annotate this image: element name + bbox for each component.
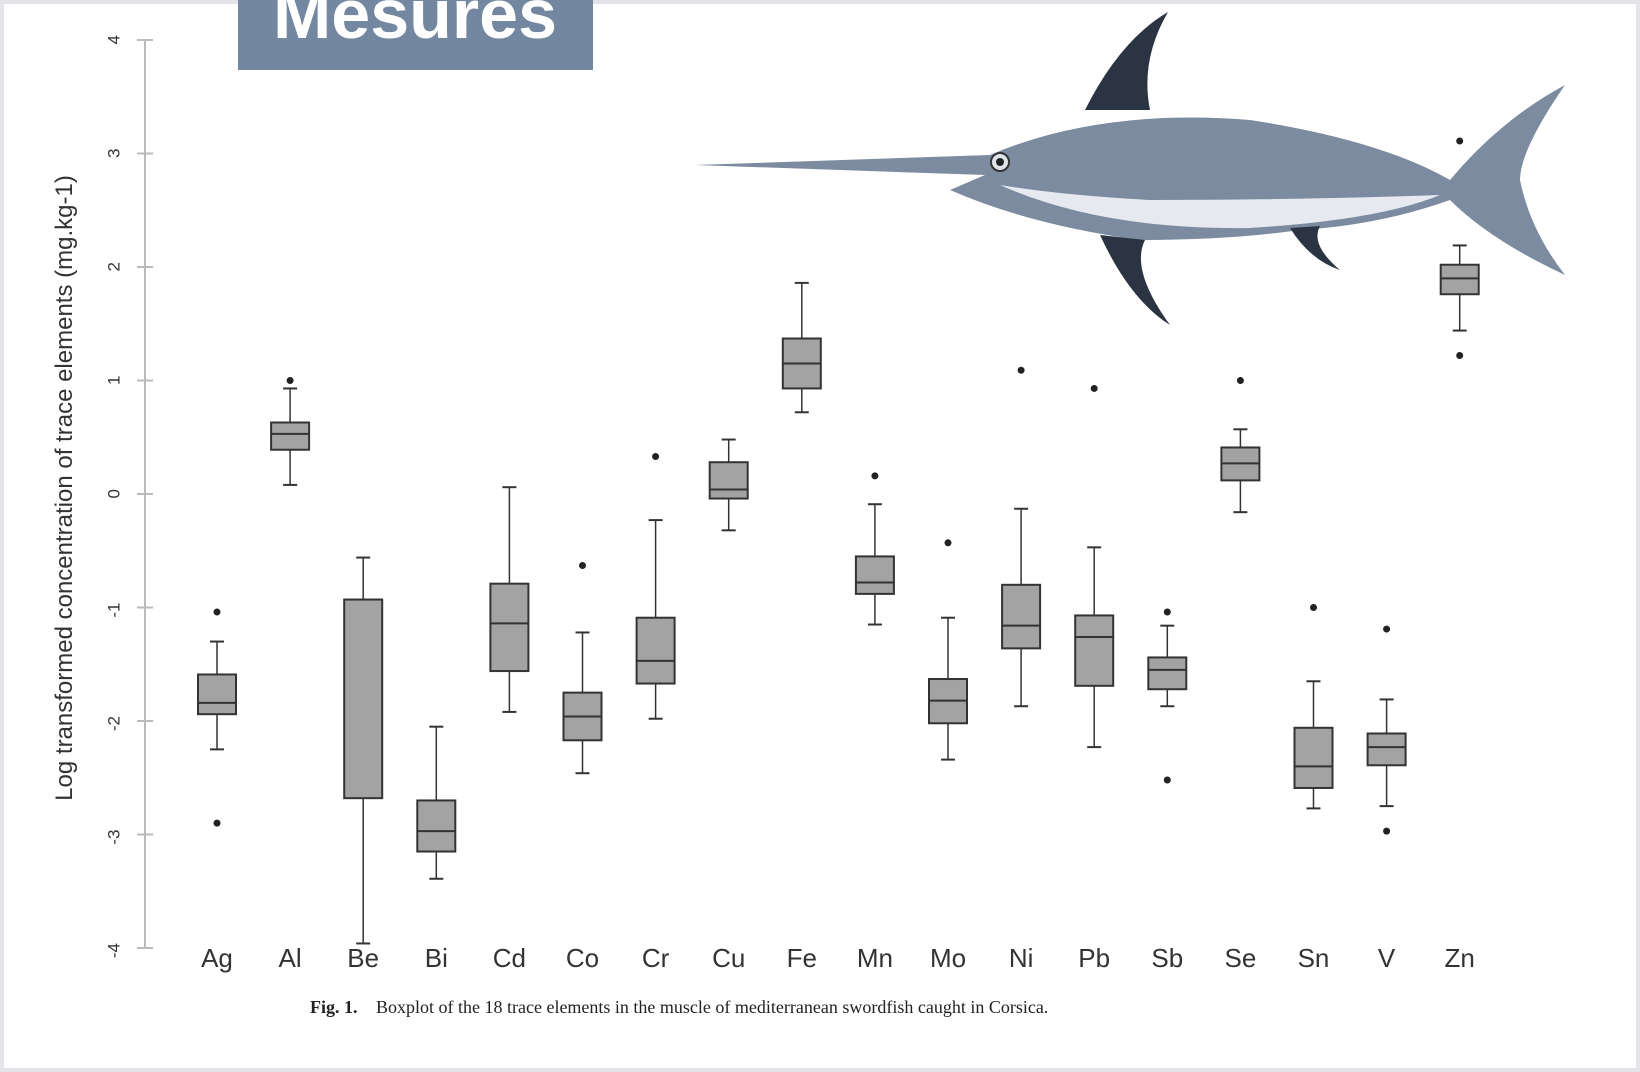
x-tick-label: Be bbox=[347, 943, 379, 973]
x-tick-label: Bi bbox=[425, 943, 448, 973]
title: Mesures bbox=[273, 0, 557, 53]
x-tick-label: Sb bbox=[1151, 943, 1183, 973]
chart: Mesures Log transformed concentration of… bbox=[0, 0, 1640, 1072]
caption: Boxplot of the 18 trace elements in the … bbox=[376, 997, 1048, 1017]
outlier bbox=[1164, 609, 1171, 616]
x-tick-label: Al bbox=[279, 943, 302, 973]
x-tick-label: Mo bbox=[930, 943, 966, 973]
x-tick-label: Pb bbox=[1078, 943, 1110, 973]
x-tick-label: Zn bbox=[1445, 943, 1475, 973]
box bbox=[417, 800, 455, 851]
x-tick-label: Cr bbox=[642, 943, 670, 973]
y-tick-label: 3 bbox=[104, 149, 123, 158]
y-tick-label: -3 bbox=[104, 830, 123, 845]
outlier bbox=[871, 472, 878, 479]
x-tick-label: Sn bbox=[1298, 943, 1330, 973]
caption-label: Fig. 1. bbox=[310, 997, 358, 1017]
box bbox=[1075, 615, 1113, 685]
x-tick-label: Cu bbox=[712, 943, 745, 973]
y-axis-label: Log transformed concentration of trace e… bbox=[51, 175, 78, 801]
box bbox=[856, 556, 894, 593]
box bbox=[1002, 585, 1040, 649]
x-tick-label: Ni bbox=[1009, 943, 1034, 973]
box bbox=[1295, 728, 1333, 788]
y-tick-label: -2 bbox=[104, 716, 123, 731]
x-tick-label: Mn bbox=[857, 943, 893, 973]
y-tick-label: 1 bbox=[104, 376, 123, 385]
outlier bbox=[1237, 377, 1244, 384]
outlier bbox=[287, 377, 294, 384]
x-tick-label: V bbox=[1378, 943, 1396, 973]
box bbox=[1368, 733, 1406, 765]
x-tick-label: Cd bbox=[493, 943, 526, 973]
box bbox=[1441, 265, 1479, 295]
outlier bbox=[945, 539, 952, 546]
box bbox=[198, 674, 236, 714]
y-tick-label: -1 bbox=[104, 603, 123, 618]
outlier bbox=[1310, 604, 1317, 611]
y-tick-label: -4 bbox=[104, 943, 123, 958]
x-tick-label: Fe bbox=[787, 943, 817, 973]
box bbox=[344, 600, 382, 799]
outlier bbox=[1383, 828, 1390, 835]
box bbox=[710, 462, 748, 498]
box bbox=[1148, 657, 1186, 689]
outlier bbox=[1383, 626, 1390, 633]
outlier bbox=[652, 453, 659, 460]
outlier bbox=[1456, 138, 1463, 145]
x-tick-label: Ag bbox=[201, 943, 233, 973]
box bbox=[637, 618, 675, 684]
box bbox=[490, 584, 528, 671]
outlier bbox=[579, 562, 586, 569]
outlier bbox=[1456, 352, 1463, 359]
y-tick-label: 4 bbox=[104, 35, 123, 44]
x-tick-label: Co bbox=[566, 943, 599, 973]
outlier bbox=[214, 820, 221, 827]
outlier bbox=[1164, 777, 1171, 784]
outlier bbox=[1018, 367, 1025, 374]
x-tick-label: Se bbox=[1224, 943, 1256, 973]
y-tick-label: 0 bbox=[104, 489, 123, 498]
outlier bbox=[214, 609, 221, 616]
y-tick-label: 2 bbox=[104, 262, 123, 271]
outlier bbox=[1091, 385, 1098, 392]
box bbox=[271, 422, 309, 449]
page: Mesures Log transformed concentration of… bbox=[0, 0, 1640, 1072]
